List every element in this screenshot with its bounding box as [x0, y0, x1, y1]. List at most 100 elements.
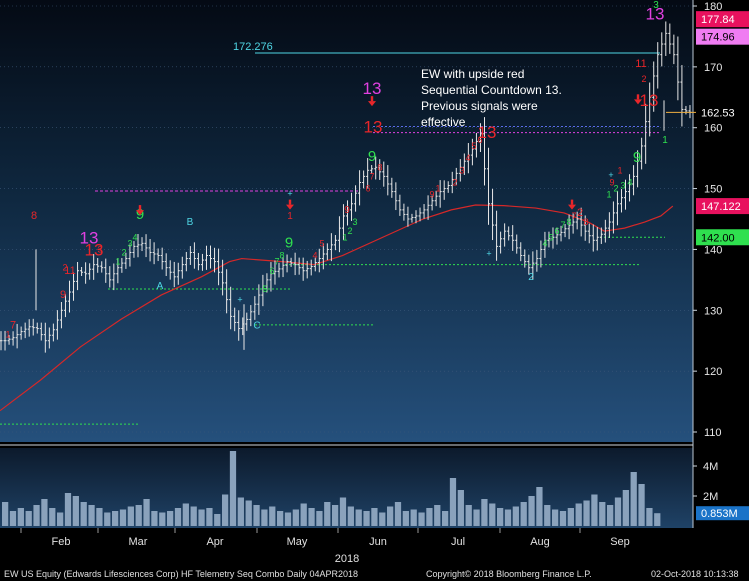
volume-bar: [261, 509, 268, 526]
volume-bar: [379, 512, 386, 526]
volume-bar: [96, 508, 103, 526]
footer-timestamp: 02-Oct-2018 10:13:38: [651, 569, 739, 579]
volume-bar: [88, 505, 95, 526]
month-label: Feb: [52, 536, 71, 548]
seq-small-red: 2: [641, 74, 646, 84]
seq-small-red: 8: [583, 217, 588, 227]
volume-tick-label: 2M: [703, 491, 718, 503]
seq-small-red: 4: [312, 251, 317, 261]
volume-bar: [332, 505, 339, 526]
seq-label-13: 13: [85, 241, 104, 260]
seq-small-red: 3: [459, 165, 464, 175]
month-label: Jul: [451, 536, 465, 548]
seq-label-9: 9: [285, 235, 293, 252]
volume-bar: [292, 509, 299, 526]
seq-small-green: 2: [121, 248, 126, 258]
volume-bar: [49, 508, 56, 526]
volume-bar: [442, 511, 449, 526]
price-tag-box: [696, 229, 749, 246]
volume-bar: [222, 494, 229, 526]
seq-small-red: 4: [465, 153, 470, 163]
year-label: 2018: [335, 553, 359, 565]
volume-bar: [583, 500, 590, 526]
seq-label-8: 8: [31, 210, 37, 222]
volume-tag-label: 0.853M: [701, 508, 738, 520]
seq-small-green: 2: [613, 184, 618, 194]
down-arrow-shaft: [138, 205, 142, 211]
seq-label-11: 11: [64, 265, 75, 277]
volume-bar: [277, 511, 284, 526]
plus-marker: +: [486, 249, 491, 259]
volume-bar: [528, 496, 535, 526]
seq-small-red: 7: [571, 211, 576, 221]
down-arrow-shaft: [370, 96, 374, 102]
seq-small-red: 8: [377, 162, 382, 172]
y-tick-label: 120: [704, 366, 722, 378]
volume-tick-label: 4M: [703, 461, 718, 473]
volume-bar: [33, 505, 40, 526]
seq-small-green: 4: [542, 238, 547, 248]
y-tick-label: 140: [704, 244, 722, 256]
volume-bar: [552, 509, 559, 526]
month-label: Mar: [129, 536, 148, 548]
volume-bar: [284, 512, 292, 526]
seq-small-red: 6: [477, 135, 482, 145]
down-arrow-shaft: [288, 199, 292, 205]
seq-label-2: 2: [577, 207, 583, 219]
volume-bar: [599, 502, 606, 526]
seq-label-13: 13: [363, 79, 382, 98]
volume-bar: [575, 503, 582, 526]
month-label: May: [287, 536, 308, 548]
volume-bar: [481, 499, 488, 526]
footer-copyright: Copyright© 2018 Bloomberg Finance L.P.: [426, 569, 592, 579]
seq-small-green: 1: [342, 232, 347, 242]
seq-small-green: 6: [269, 266, 274, 276]
seq-label-2: 2: [528, 272, 534, 283]
seq-label-9: 9: [368, 148, 376, 165]
seq-small-green: 4: [627, 178, 632, 188]
resistance-label: 172.276: [233, 41, 273, 53]
down-arrow-head: [136, 210, 144, 216]
volume-bar: [104, 512, 111, 526]
volume-bar: [167, 511, 174, 526]
seq-small-red: 1: [435, 184, 440, 194]
volume-bar: [347, 506, 354, 526]
seq-label-1: 1: [287, 211, 293, 222]
volume-bar: [72, 496, 79, 526]
seq-small-red: 9: [609, 178, 614, 188]
seq-small-red: 1: [5, 330, 10, 340]
volume-bar: [457, 490, 464, 526]
price-tag-label: 177.84: [701, 14, 735, 26]
volume-bar: [135, 505, 142, 526]
price-tag-box: [696, 104, 749, 121]
seq-small-green: 7: [560, 220, 565, 230]
volume-bar: [9, 511, 17, 526]
volume-bar: [638, 484, 645, 526]
seq-small-green: 3: [352, 217, 357, 227]
seq-label-13: 13: [364, 118, 383, 137]
volume-bar: [112, 511, 119, 526]
volume-bar: [57, 512, 64, 526]
seq-small-red: 7: [369, 171, 374, 181]
seq-small-green: 1: [115, 257, 120, 267]
price-tag-label: 142.00: [701, 232, 735, 244]
price-tag-box: [696, 198, 749, 215]
volume-bar: [410, 509, 417, 526]
volume-bar: [402, 511, 409, 526]
volume-bar: [339, 497, 347, 526]
plus-marker: +: [608, 170, 613, 180]
seq-small-green: 5: [548, 232, 553, 242]
y-tick-label: 170: [704, 62, 722, 74]
volume-bar: [2, 502, 9, 526]
price-tag-box: [696, 11, 749, 28]
volume-bar: [567, 508, 574, 526]
volume-bar: [654, 513, 661, 526]
volume-bar: [504, 509, 512, 526]
volume-bar: [190, 506, 197, 526]
seq-label-13: 13: [640, 91, 659, 110]
volume-bar: [355, 509, 362, 526]
y-tick-label: 150: [704, 184, 722, 196]
month-label: Jun: [369, 536, 387, 548]
price-tag-box: [696, 28, 749, 45]
